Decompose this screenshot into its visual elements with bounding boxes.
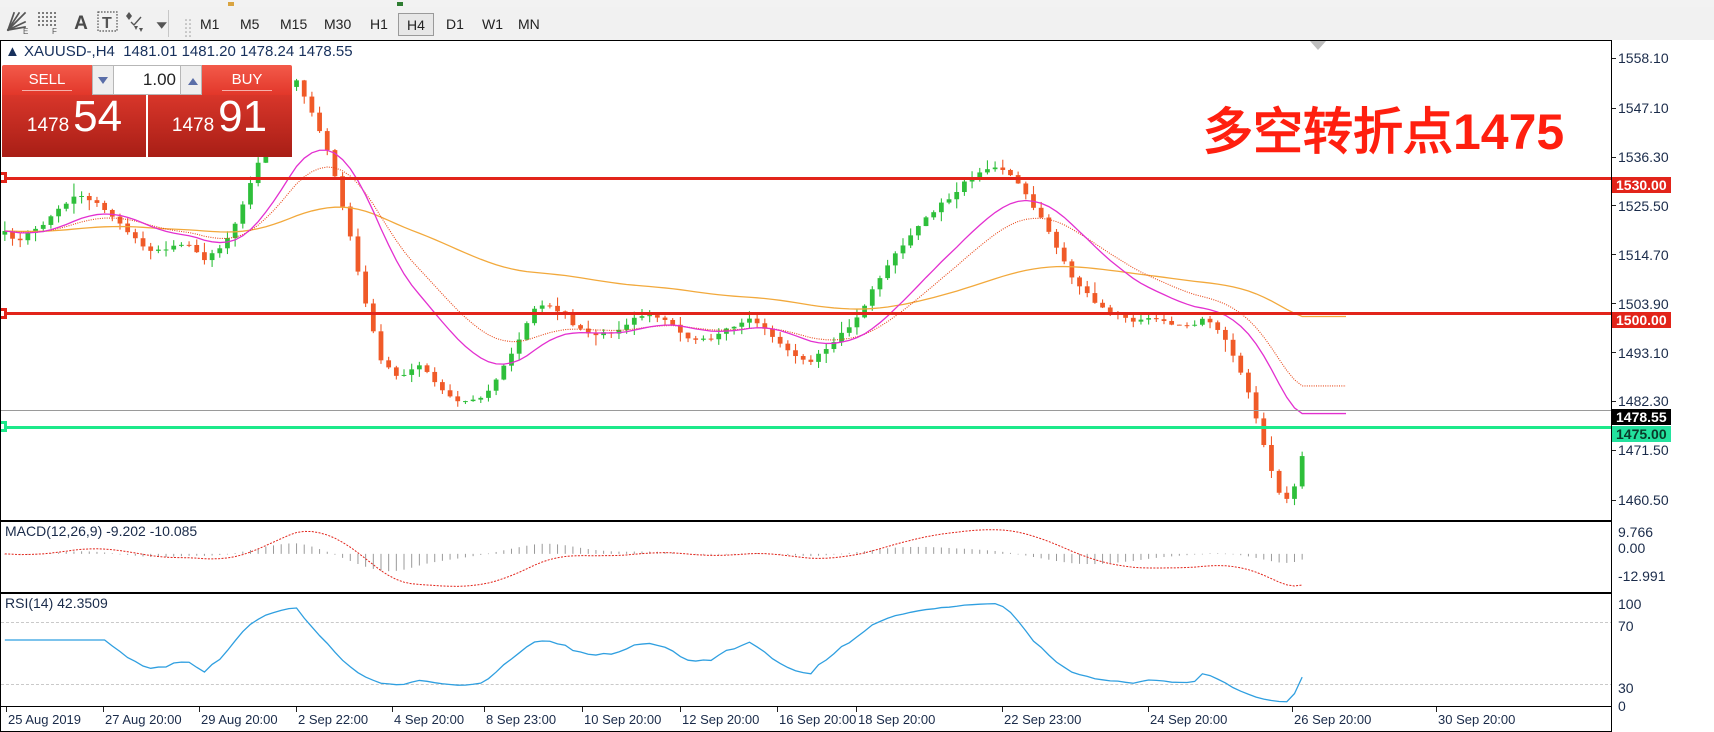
svg-text:E: E [23, 27, 28, 36]
svg-text:T: T [102, 15, 112, 32]
svg-text:F: F [52, 27, 57, 36]
